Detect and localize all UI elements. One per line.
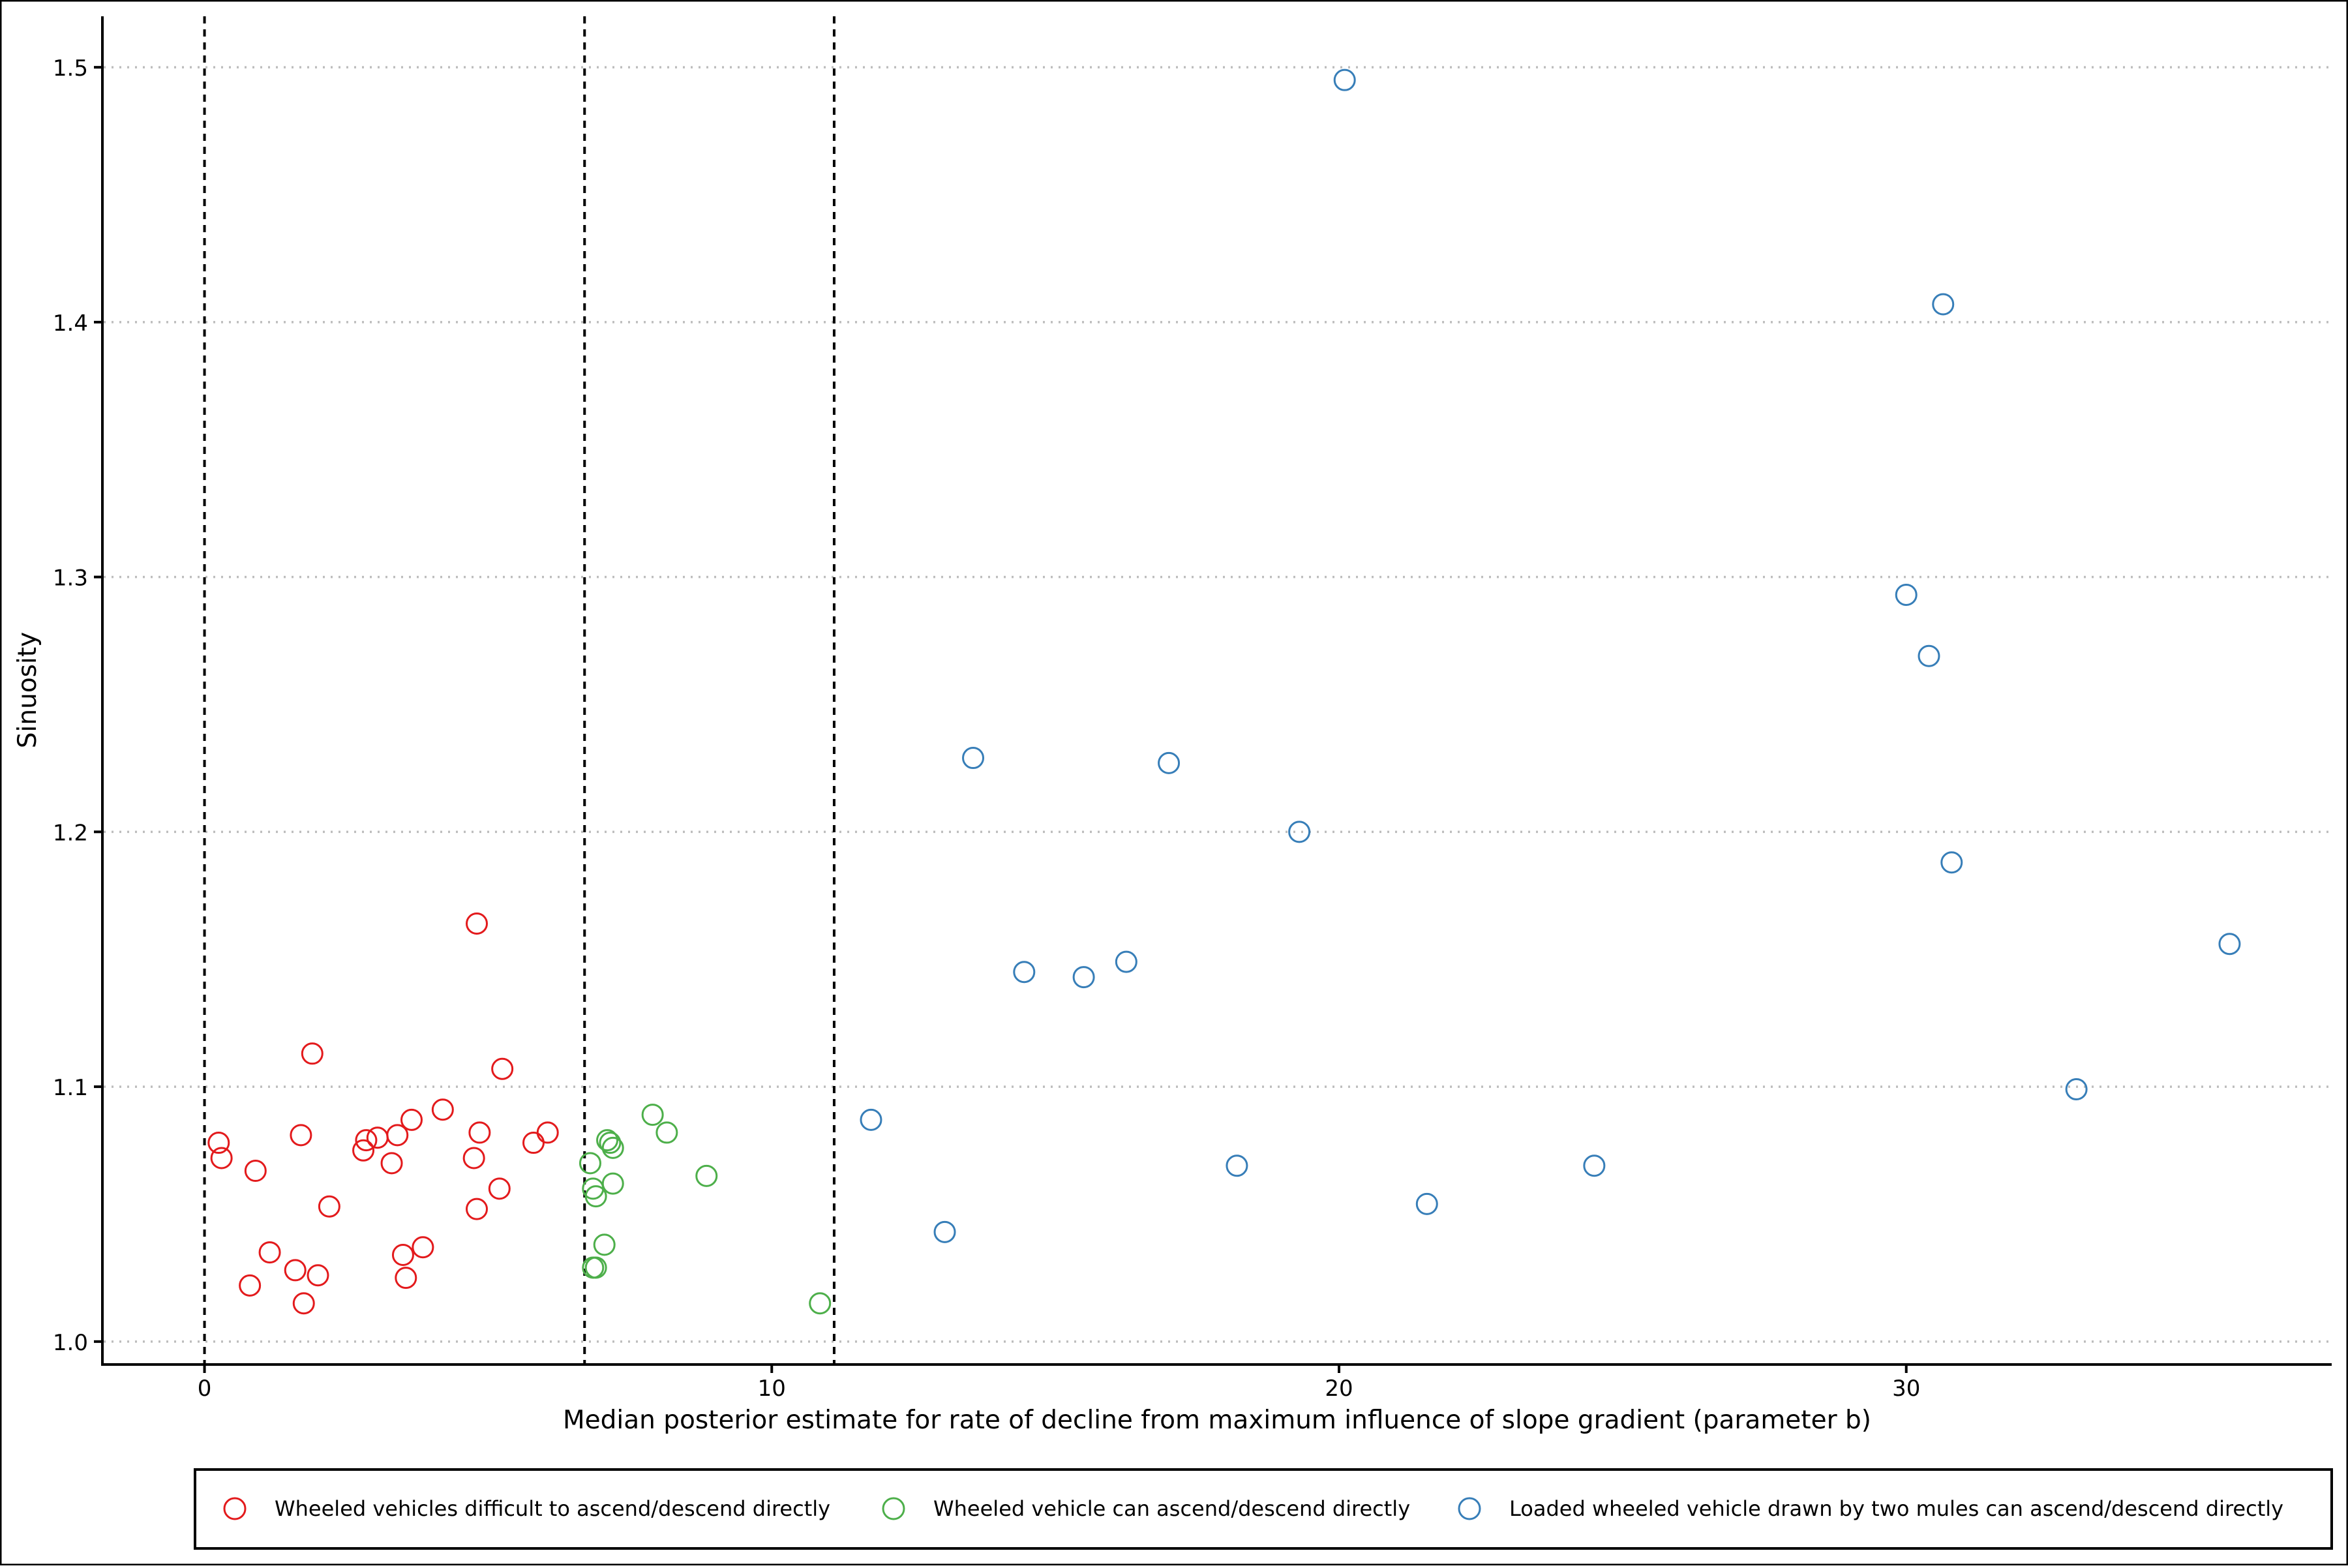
y-axis-ticks: 1.0 1.1 1.2 1.3 1.4 1.5 [53, 55, 102, 1356]
scatter-point [239, 1274, 262, 1297]
y-tick-label: 1.5 [53, 55, 88, 82]
scatter-point [380, 1152, 403, 1175]
scatter-point [962, 747, 985, 770]
x-axis-label: Median posterior estimate for rate of de… [563, 1406, 1871, 1435]
scatter-point [1918, 644, 1940, 667]
x-tick-label: 10 [758, 1376, 786, 1402]
scatter-point [601, 1172, 624, 1195]
x-tick-label: 30 [1892, 1376, 1920, 1402]
scatter-point [491, 1057, 514, 1080]
scatter-point [584, 1185, 607, 1208]
scatter-point [355, 1129, 378, 1152]
scatter-point [536, 1121, 559, 1144]
scatter-point [386, 1124, 409, 1147]
legend: Wheeled vehicles difficult to ascend/des… [194, 1468, 2333, 1550]
y-axis-label: Sinuosity [13, 632, 42, 748]
scatter-point [301, 1042, 324, 1065]
y-tick-label: 1.4 [53, 310, 88, 337]
scatter-point [601, 1136, 624, 1159]
scatter-point [462, 1147, 485, 1169]
scatter-point [860, 1108, 882, 1131]
scatter-point [318, 1195, 340, 1218]
scatter-point [2218, 933, 2241, 956]
scatter-point [1940, 851, 1963, 874]
scatter-point [809, 1292, 832, 1315]
scatter-point [584, 1256, 607, 1279]
x-axis-ticks: 0 10 20 30 [198, 1364, 1920, 1402]
scatter-point [468, 1121, 491, 1144]
scatter-point [352, 1139, 375, 1162]
legend-label: Wheeled vehicles difficult to ascend/des… [275, 1496, 830, 1521]
legend-label: Wheeled vehicle can ascend/descend direc… [933, 1496, 1410, 1521]
scatter-point [579, 1152, 601, 1175]
scatter-point [1158, 751, 1181, 774]
legend-label: Loaded wheeled vehicle drawn by two mule… [1509, 1496, 2283, 1521]
legend-marker [223, 1497, 247, 1520]
scatter-point [412, 1236, 434, 1259]
scatter-point [641, 1104, 664, 1126]
scatter-point [307, 1264, 329, 1287]
vertical-reference-lines [203, 16, 835, 1364]
scatter-point [284, 1259, 307, 1282]
scatter-point [1333, 68, 1356, 91]
scatter-point [1226, 1154, 1248, 1177]
scatter-point [1288, 821, 1311, 843]
scatter-point [599, 1132, 622, 1154]
scatter-point [488, 1177, 511, 1200]
x-tick-label: 0 [198, 1376, 212, 1402]
scatter-point [1583, 1154, 1606, 1177]
scatter-point [1115, 950, 1137, 973]
scatter-point [1895, 583, 1918, 606]
scatter-point [466, 912, 489, 935]
scatter-point [258, 1241, 281, 1264]
y-tick-label: 1.3 [53, 565, 88, 592]
scatter-point [210, 1147, 233, 1169]
scatter-point [1072, 966, 1095, 989]
legend-items: Wheeled vehicles difficult to ascend/des… [223, 1496, 2283, 1521]
data-points [207, 68, 2241, 1315]
scatter-point [1013, 961, 1036, 984]
scatter-point [207, 1132, 230, 1154]
gridlines [104, 66, 2332, 1343]
legend-marker [1458, 1497, 1481, 1520]
scatter-point [244, 1160, 267, 1183]
y-tick-label: 1.0 [53, 1330, 88, 1356]
scatter-point [593, 1233, 616, 1256]
scatter-point [2065, 1078, 2088, 1101]
scatter-point [1415, 1192, 1438, 1215]
legend-box [194, 1468, 2333, 1550]
scatter-point [391, 1243, 414, 1266]
scatter-point [290, 1124, 312, 1147]
scatter-point [655, 1121, 678, 1144]
x-tick-label: 20 [1325, 1376, 1353, 1402]
scatter-point [395, 1267, 417, 1289]
scatter-point [1932, 293, 1955, 316]
scatter-point [400, 1108, 423, 1131]
scatter-point [695, 1164, 718, 1187]
y-tick-label: 1.2 [53, 820, 88, 846]
legend-marker [882, 1497, 905, 1520]
scatter-point [933, 1220, 956, 1243]
y-tick-label: 1.1 [53, 1075, 88, 1101]
scatter-point [466, 1198, 489, 1220]
scatter-point [596, 1129, 619, 1152]
scatter-point [431, 1098, 454, 1121]
scatter-point [292, 1292, 315, 1315]
